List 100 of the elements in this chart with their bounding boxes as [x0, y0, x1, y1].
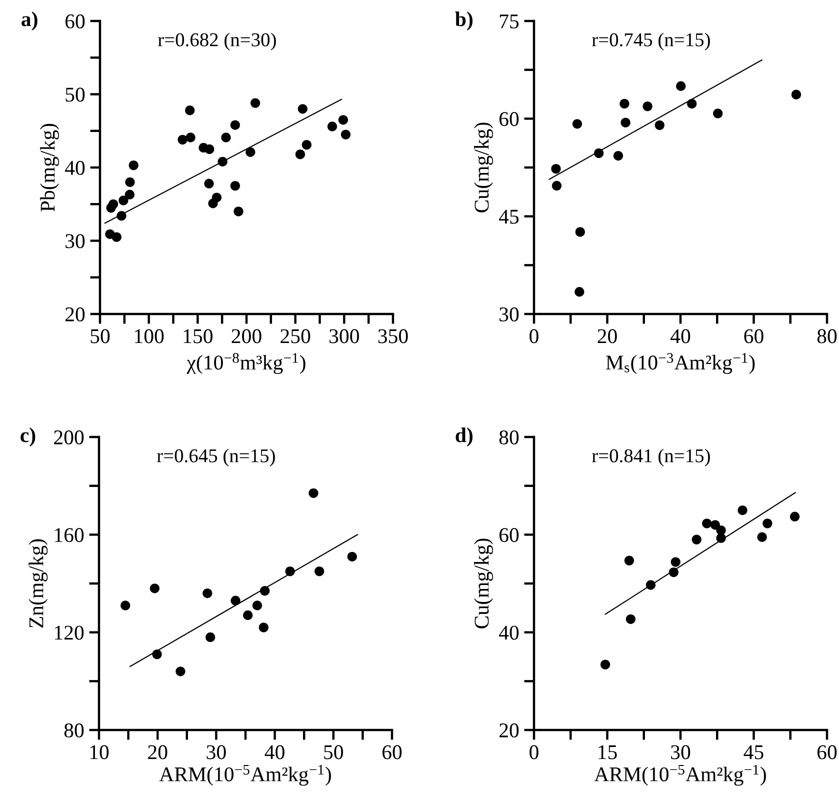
point [206, 632, 216, 642]
y-axis-title: Cu(mg/kg) [474, 122, 494, 212]
y-tick-label: 160 [55, 528, 84, 542]
point [340, 130, 351, 140]
chart-title: a) [22, 12, 38, 30]
point [118, 196, 128, 206]
y-tick-label: 60 [65, 14, 85, 28]
point [186, 132, 196, 142]
point [260, 586, 270, 596]
x-tick-label: 300 [330, 329, 359, 344]
point [302, 140, 312, 150]
x-tick-label: 250 [280, 329, 310, 344]
x-tick-label: 30 [206, 745, 226, 760]
point [620, 118, 630, 128]
point [128, 160, 138, 170]
y-tick-label: 60 [499, 528, 519, 542]
x-tick-label: 100 [135, 329, 164, 344]
y-tick-label: 50 [66, 88, 85, 102]
point [250, 98, 260, 108]
x-tick-label: 45 [744, 745, 764, 760]
point [327, 122, 338, 132]
point [791, 90, 802, 100]
y-axis-title: Zn(mg/kg) [28, 539, 48, 628]
point [298, 104, 308, 114]
point [716, 533, 726, 543]
point [234, 206, 244, 216]
annotation: r=0.682 (n=30) [158, 32, 276, 50]
x-tick-label: 50 [324, 745, 344, 760]
x-tick-label: 60 [744, 329, 764, 344]
y-tick-label: 30 [500, 307, 519, 322]
point [620, 98, 630, 108]
point [646, 580, 656, 590]
point [574, 287, 584, 297]
point [594, 148, 604, 158]
x-tick-label: 350 [378, 329, 408, 344]
point [112, 232, 122, 242]
point [762, 518, 772, 528]
point [642, 101, 652, 112]
x-tick-label: 30 [671, 745, 690, 760]
y-tick-label: 20 [500, 723, 519, 738]
annotation: r=0.645 (n=15) [157, 448, 275, 466]
point [710, 520, 720, 530]
point [552, 180, 562, 191]
point [757, 532, 767, 542]
x-tick-label: 15 [598, 745, 617, 760]
chart-title: b) [455, 12, 472, 30]
point [221, 132, 231, 142]
x-tick-label: 20 [148, 745, 168, 760]
point [692, 534, 702, 544]
point [176, 666, 186, 676]
y-tick-label: 80 [64, 723, 84, 738]
y-tick-label: 30 [66, 234, 85, 248]
x-tick-label: 200 [232, 329, 262, 344]
x-tick-label: 60 [382, 745, 402, 760]
y-tick-label: 120 [55, 626, 84, 640]
point [116, 211, 126, 221]
point [600, 660, 610, 670]
x-tick-label: 50 [90, 329, 110, 344]
annotation: r=0.745 (n=15) [592, 32, 710, 50]
point [308, 488, 318, 498]
x-tick-label: 10 [90, 745, 109, 760]
point [124, 190, 134, 200]
point [713, 108, 723, 118]
point [624, 556, 634, 566]
x-tick-label: 40 [264, 745, 284, 760]
point [150, 584, 160, 594]
y-tick-label: 75 [500, 14, 519, 28]
point [185, 106, 195, 116]
point [246, 147, 256, 157]
point [204, 178, 214, 188]
point [314, 566, 324, 576]
y-tick-label: 40 [64, 160, 85, 175]
point [212, 192, 222, 202]
point [338, 115, 348, 125]
x-tick-label: 20 [598, 329, 617, 344]
x-axis-title: ARM(10$^{−5}$Am²kg$^{−1}$) [159, 764, 331, 786]
point [258, 622, 268, 632]
x-axis-title: ARM(10$^{−5}$Am²kg$^{−1}$) [594, 764, 766, 786]
point [654, 120, 664, 130]
chart-title: c) [20, 428, 36, 446]
x-tick-label: 40 [670, 329, 690, 344]
point [668, 567, 678, 578]
y-tick-label: 60 [499, 112, 519, 126]
point [670, 557, 680, 567]
y-tick-label: 200 [54, 430, 84, 444]
x-tick-label: 150 [184, 329, 212, 344]
point [202, 588, 212, 598]
point [230, 120, 240, 130]
point [738, 505, 748, 516]
point [347, 552, 357, 562]
annotation: r=0.841 (n=15) [592, 448, 710, 466]
y-tick-label: 45 [498, 210, 519, 224]
point [204, 144, 214, 154]
y-axis-title: Pb(mg/kg) [40, 124, 60, 212]
x-tick-label: 60 [817, 745, 837, 760]
point [125, 177, 135, 187]
y-tick-label: 80 [499, 430, 519, 444]
point [790, 512, 800, 522]
y-tick-label: 40 [498, 626, 519, 640]
point [243, 610, 253, 620]
